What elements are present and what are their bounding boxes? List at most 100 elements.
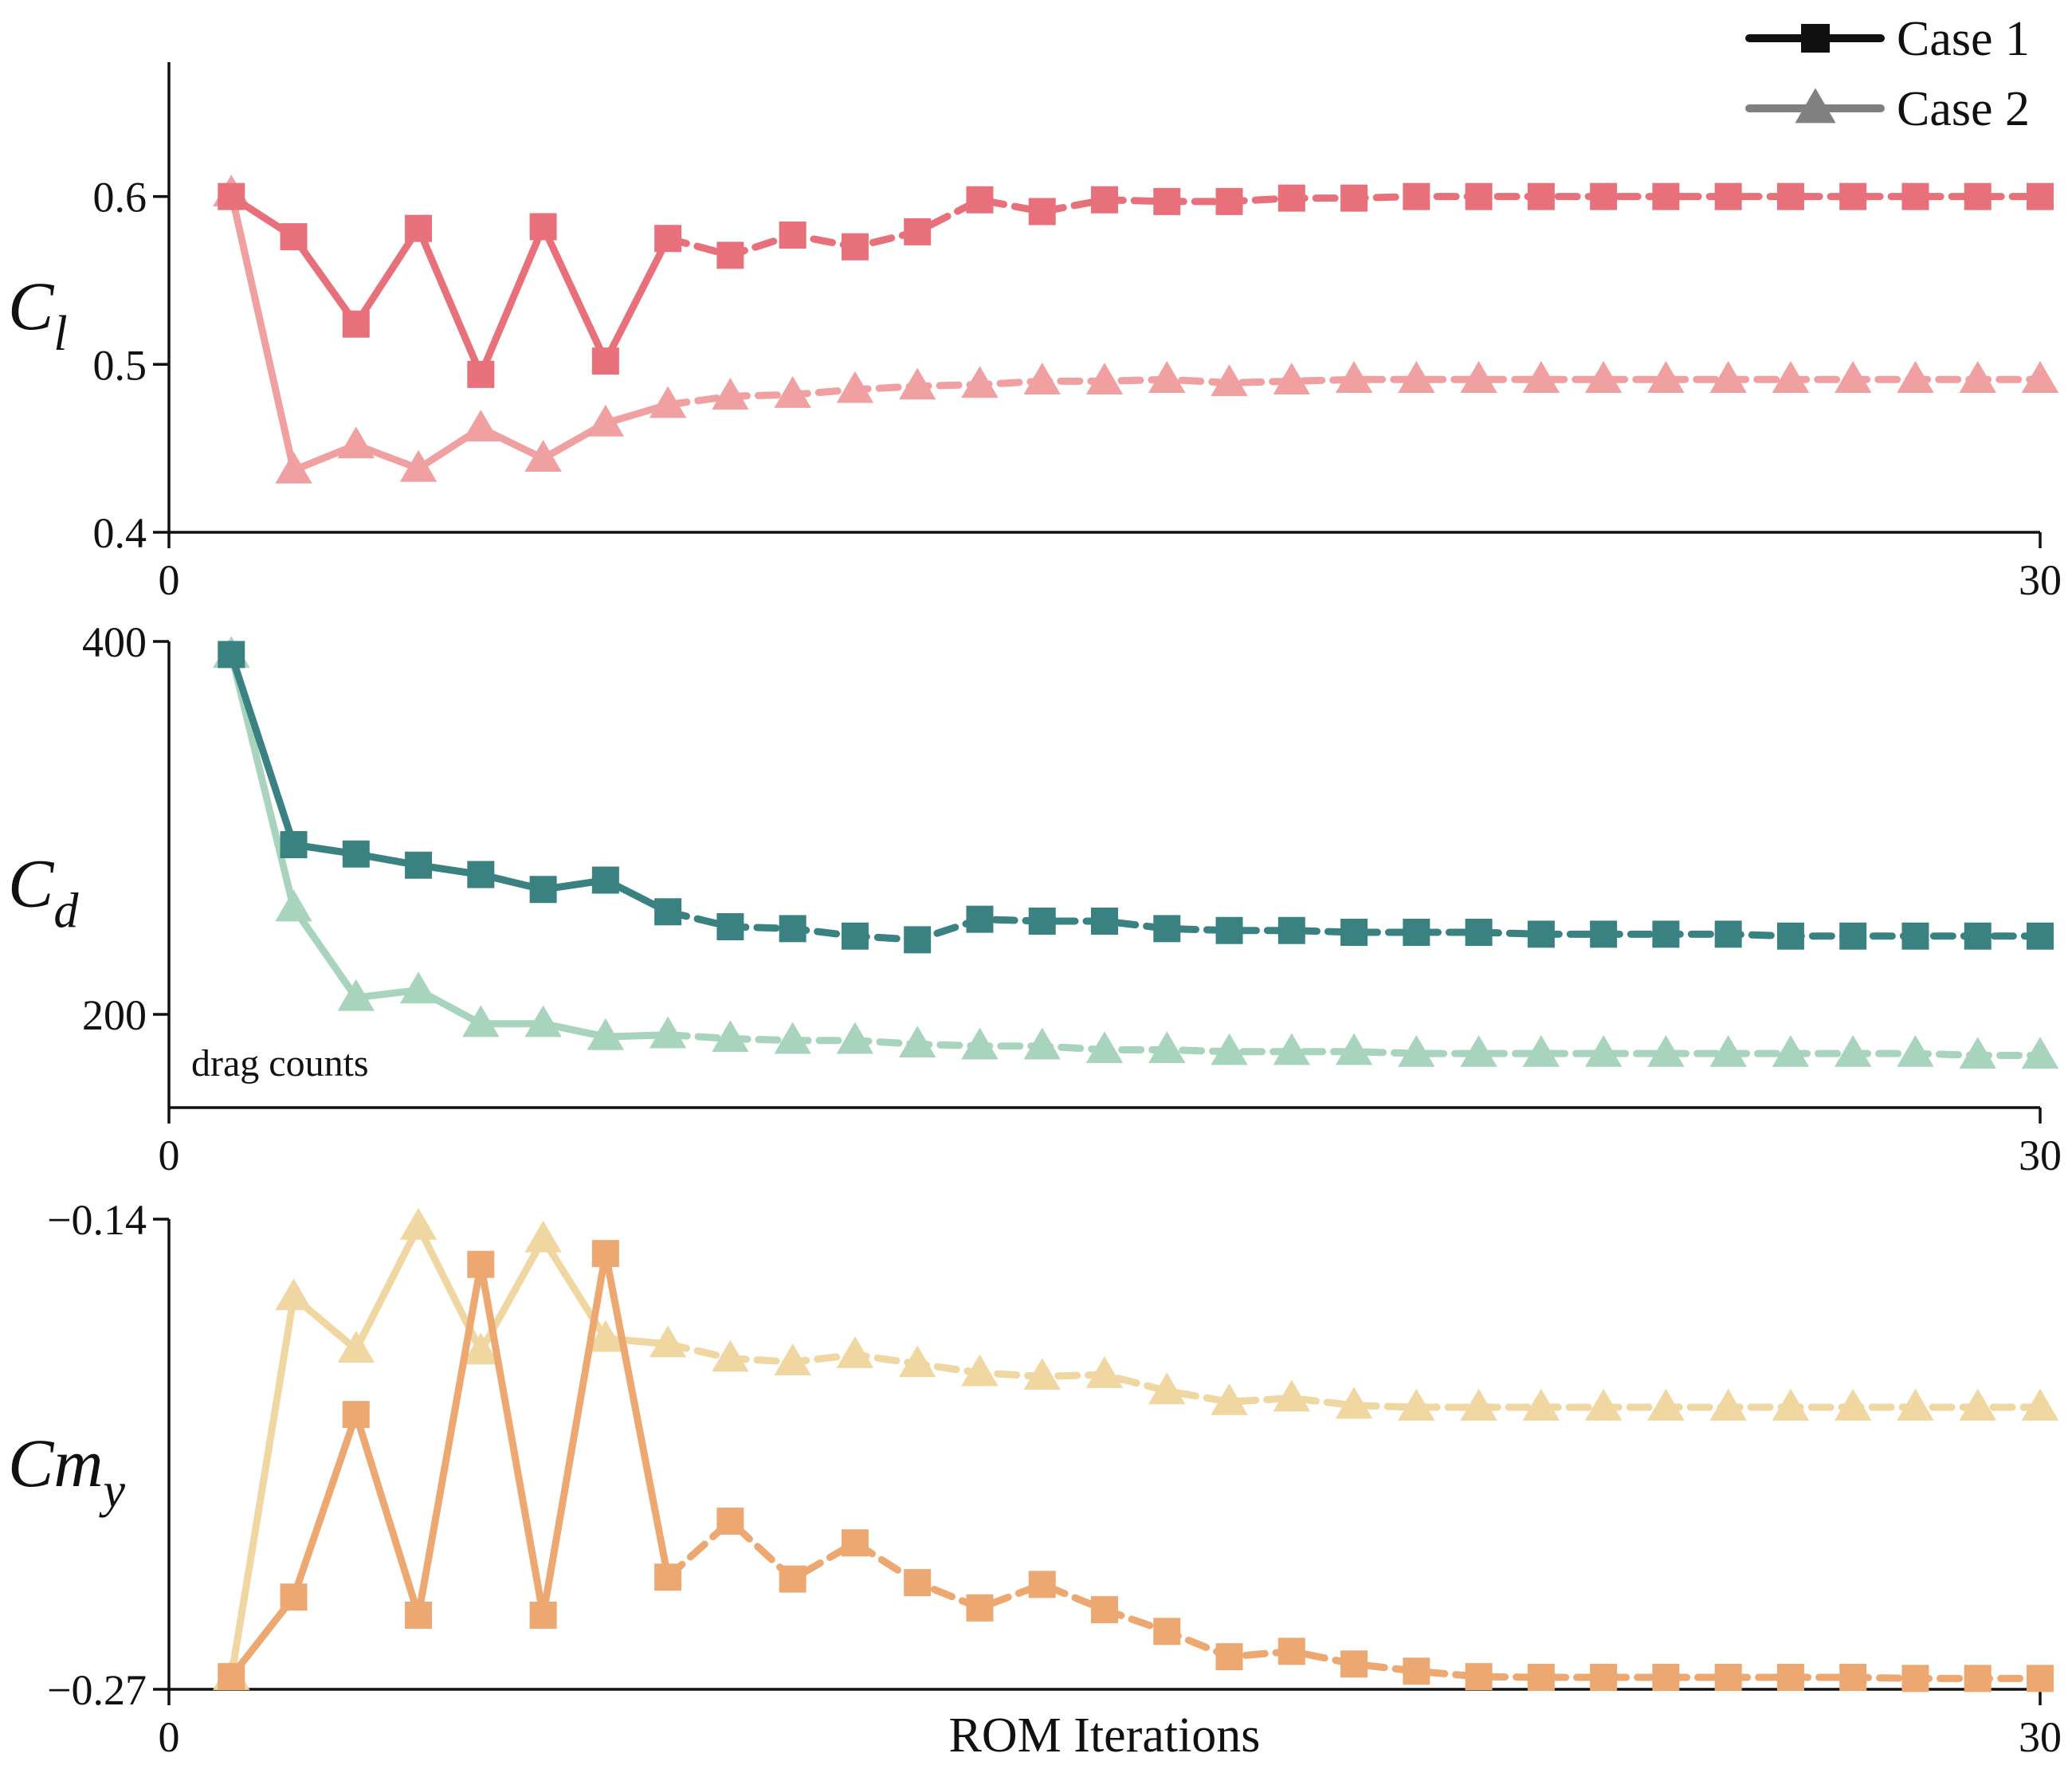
data-point [1023, 1027, 1061, 1060]
data-point [529, 1601, 557, 1629]
data-point [1335, 1387, 1373, 1419]
data-point [1273, 1379, 1310, 1412]
data-point [1590, 1664, 1618, 1692]
data-point [774, 1022, 811, 1054]
data-point [587, 1320, 625, 1352]
series-case-2 [213, 1207, 2059, 1690]
data-point [1527, 920, 1555, 948]
data-point [1647, 1034, 1685, 1067]
data-point [591, 347, 619, 375]
data-point [1522, 1034, 1560, 1067]
legend-marker [1795, 88, 1836, 124]
y-axis-label: Cl [8, 268, 68, 361]
y-tick-label: 0.4 [93, 509, 147, 557]
data-point [280, 1583, 308, 1611]
data-point [1714, 182, 1742, 210]
data-point [405, 851, 433, 879]
data-point [899, 1345, 936, 1378]
data-point [1584, 1388, 1623, 1421]
data-point [1091, 908, 1118, 935]
data-point [1527, 1664, 1555, 1692]
data-point [1584, 361, 1623, 393]
data-point [280, 831, 308, 859]
panel-Cl: 0.4 0.5 0.6 0 30 Cl [8, 62, 2062, 604]
data-point [405, 1601, 433, 1629]
data-point [841, 1529, 869, 1557]
y-axis-label: Cd [8, 845, 79, 939]
data-point [1398, 1388, 1435, 1421]
series-case-2 [213, 175, 2059, 484]
data-point [1959, 1388, 1996, 1421]
data-point [712, 378, 749, 410]
data-point [280, 223, 308, 251]
data-point [1460, 361, 1497, 393]
data-point [1835, 1388, 1872, 1421]
data-point [1714, 1664, 1742, 1692]
data-point [1273, 363, 1310, 395]
data-point [1772, 361, 1810, 393]
data-point [462, 1332, 500, 1365]
series-case-1 [218, 1240, 2054, 1692]
data-point [1964, 922, 1992, 950]
data-point [1028, 1571, 1056, 1598]
data-point [337, 979, 375, 1011]
data-point [1091, 186, 1118, 214]
data-point [342, 1401, 370, 1429]
data-point [779, 222, 806, 249]
data-point [529, 876, 557, 904]
data-point [966, 905, 994, 933]
data-point [966, 186, 994, 214]
data-point [524, 1220, 562, 1253]
panel-Cmy: −0.27 −0.14 0 30 Cmy ROM Iterations [8, 1196, 2062, 1763]
data-point [1403, 1657, 1430, 1685]
data-point [899, 1026, 936, 1058]
data-point [1714, 920, 1742, 948]
data-point [1211, 1033, 1248, 1065]
data-point [2021, 361, 2059, 393]
series-case-2 [213, 636, 2059, 1069]
data-point [1709, 1388, 1747, 1421]
y-tick-label: 200 [82, 991, 147, 1039]
data-point [779, 915, 806, 943]
data-point [904, 218, 932, 245]
data-point [961, 366, 999, 398]
data-point [1148, 1372, 1186, 1405]
annotation-text: drag counts [191, 1042, 369, 1084]
data-point [654, 225, 682, 253]
y-tick-label: −0.14 [47, 1196, 147, 1244]
x-tick-label: 30 [2019, 1132, 2062, 1179]
data-point [1085, 363, 1124, 395]
data-point [1901, 922, 1929, 950]
data-point [218, 182, 245, 210]
data-point [1959, 1037, 1996, 1069]
data-point [841, 233, 869, 261]
data-point [904, 1569, 932, 1597]
data-point [467, 360, 495, 388]
data-point [1584, 1034, 1623, 1067]
legend-label: Case 2 [1897, 82, 2030, 136]
data-point [1215, 187, 1243, 215]
data-point [712, 1020, 749, 1053]
data-point [2027, 182, 2054, 210]
data-point [1835, 1034, 1872, 1067]
data-point [337, 1331, 375, 1363]
data-point [1028, 908, 1056, 935]
data-point [1465, 182, 1493, 210]
data-point [1340, 184, 1368, 212]
data-point [779, 1565, 806, 1593]
data-point [1772, 1388, 1810, 1421]
panel-Cd: 200 400 0 30 Cd drag counts [8, 618, 2062, 1179]
data-point [529, 213, 557, 241]
data-point [462, 1005, 500, 1037]
data-point [836, 371, 874, 403]
data-point [1647, 1388, 1685, 1421]
data-point [1465, 1663, 1493, 1691]
data-point [467, 1250, 495, 1278]
data-point [836, 1336, 874, 1368]
data-point [1709, 361, 1747, 393]
data-point [1335, 1033, 1373, 1065]
data-point [716, 1507, 744, 1535]
data-point [1709, 1034, 1747, 1067]
data-point [836, 1022, 874, 1054]
data-point [654, 1563, 682, 1591]
